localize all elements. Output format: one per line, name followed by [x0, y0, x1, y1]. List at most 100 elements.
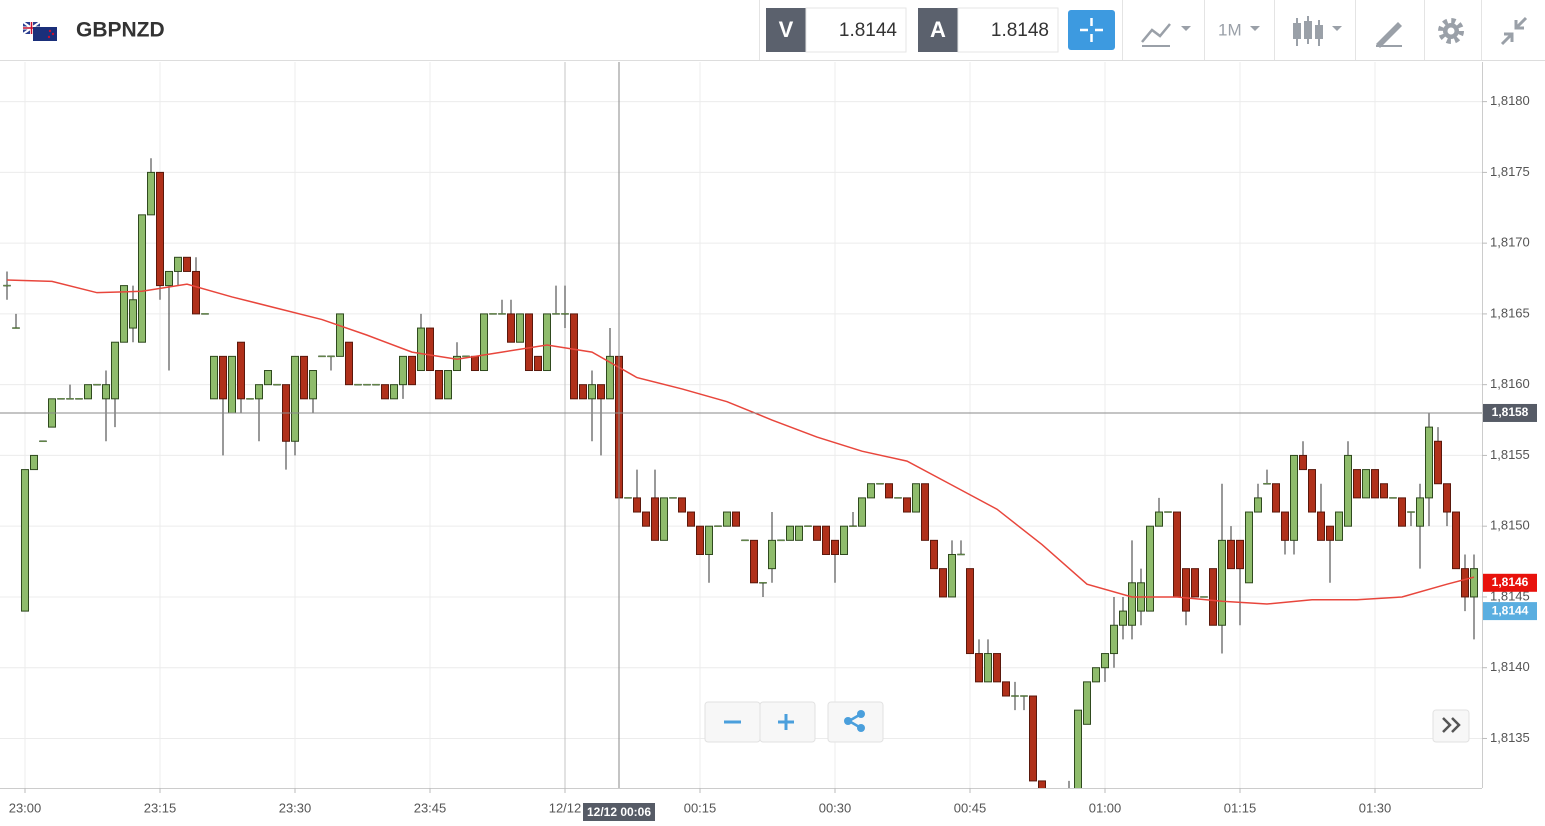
y-tick-label: 1,8145 — [1490, 588, 1530, 603]
candle-body — [165, 270, 173, 287]
candle-body — [1353, 469, 1361, 499]
candle-body — [1308, 469, 1316, 513]
candle-body — [1182, 568, 1190, 612]
crosshair-button[interactable] — [1068, 10, 1115, 50]
candle-body — [408, 355, 416, 386]
candle-body — [1038, 780, 1046, 788]
candle-body — [975, 653, 983, 683]
candle-body — [840, 525, 848, 555]
candle-body — [93, 383, 101, 386]
candle-body — [759, 582, 767, 584]
candle-body — [1281, 511, 1289, 541]
candle-body — [1380, 483, 1388, 499]
x-tick-label: 23:15 — [144, 800, 177, 815]
candle-body — [1389, 497, 1397, 499]
candle-body — [543, 313, 551, 372]
candle-body — [1191, 568, 1199, 598]
price-tag-label: 1,8144 — [1492, 603, 1529, 617]
candle-body — [876, 482, 884, 485]
candle-body — [984, 653, 992, 683]
candle-body — [1218, 539, 1226, 626]
candle-body — [66, 398, 74, 400]
axes: 1,8135 1,8140 1,8145 1,8150 1,8155 1,8160 1,81… — [9, 93, 1537, 821]
candle-body — [21, 469, 29, 612]
candle-body — [273, 383, 281, 386]
candle-body — [732, 511, 740, 527]
buy-price: 1.8148 — [991, 20, 1049, 41]
timeframe-button[interactable]: 1M — [1218, 20, 1260, 39]
candle-body — [1461, 568, 1469, 598]
chart-type-button[interactable] — [1141, 23, 1191, 47]
share-button[interactable] — [827, 701, 884, 743]
timeframe: 1M — [1218, 20, 1242, 39]
candle-body — [426, 327, 434, 372]
y-tick-label: 1,8165 — [1490, 305, 1530, 320]
candle-body — [57, 398, 65, 400]
candle-body — [12, 327, 20, 329]
grid — [0, 62, 1482, 788]
candle-body — [912, 483, 920, 513]
candle-body — [318, 355, 326, 358]
sell-label: V — [779, 17, 794, 42]
candle-body — [1245, 511, 1253, 584]
buy-label: A — [930, 17, 946, 42]
candle-body — [795, 525, 803, 541]
candle-body — [399, 355, 407, 386]
x-tick-label: 00:45 — [954, 800, 987, 815]
candle-body — [813, 525, 821, 541]
candle-body — [750, 539, 758, 584]
candle-body — [489, 313, 497, 315]
buy-button[interactable]: A 1.8148 — [918, 7, 1059, 53]
candle-body — [156, 171, 164, 287]
candle-body — [1290, 454, 1298, 541]
y-tick-label: 1,8160 — [1490, 376, 1530, 391]
draw-button[interactable] — [1376, 22, 1402, 48]
candle-body — [1434, 440, 1442, 485]
candle-body — [867, 483, 875, 499]
crosshair-value-tag — [1483, 403, 1537, 422]
price-tag — [1483, 573, 1537, 592]
crosshair-time-label: 12/12 00:06 — [587, 805, 651, 819]
y-tick-label: 1,8180 — [1490, 93, 1530, 108]
candle-body — [309, 370, 317, 400]
candle-body — [1272, 483, 1280, 513]
settings-button[interactable] — [1438, 18, 1464, 44]
candle-body — [30, 454, 38, 471]
y-tick-label: 1,8155 — [1490, 447, 1530, 462]
candle-body — [1020, 695, 1028, 697]
candle-body — [1119, 610, 1127, 626]
candle-body — [678, 497, 686, 513]
y-tick-label: 1,8170 — [1490, 235, 1530, 250]
candle-body — [192, 270, 200, 315]
zoom-in-button[interactable] — [759, 701, 816, 743]
candle-body — [363, 383, 371, 386]
candle-body — [948, 553, 956, 598]
candle-body — [633, 497, 641, 513]
scroll-end-button[interactable] — [1432, 709, 1470, 743]
candle-body — [696, 525, 704, 555]
candle-body — [183, 256, 191, 272]
candle-body — [336, 313, 344, 357]
x-tick-label: 23:45 — [414, 800, 447, 815]
sell-price: 1.8144 — [839, 20, 898, 41]
crosshair-value-label: 1,8158 — [1492, 405, 1529, 419]
candle-body — [1317, 511, 1325, 541]
candle-body — [831, 539, 839, 555]
candle-body — [1299, 454, 1307, 471]
candle-body — [1470, 568, 1478, 598]
candles-button[interactable] — [1293, 16, 1342, 46]
candle-body — [1362, 469, 1370, 499]
candle-body — [660, 497, 668, 541]
candle-body — [1254, 497, 1262, 513]
candle-body — [138, 214, 146, 343]
candle-body — [1048, 795, 1055, 809]
candle-body — [174, 256, 182, 272]
collapse-button[interactable] — [1500, 16, 1528, 46]
candle-body — [84, 384, 92, 400]
candle-body — [570, 313, 578, 400]
candle-body — [588, 384, 596, 400]
y-tick-label: 1,8140 — [1490, 659, 1530, 674]
zoom-out-button[interactable] — [704, 701, 761, 743]
sell-button[interactable]: V 1.8144 — [766, 7, 907, 53]
candle-body — [237, 341, 245, 400]
